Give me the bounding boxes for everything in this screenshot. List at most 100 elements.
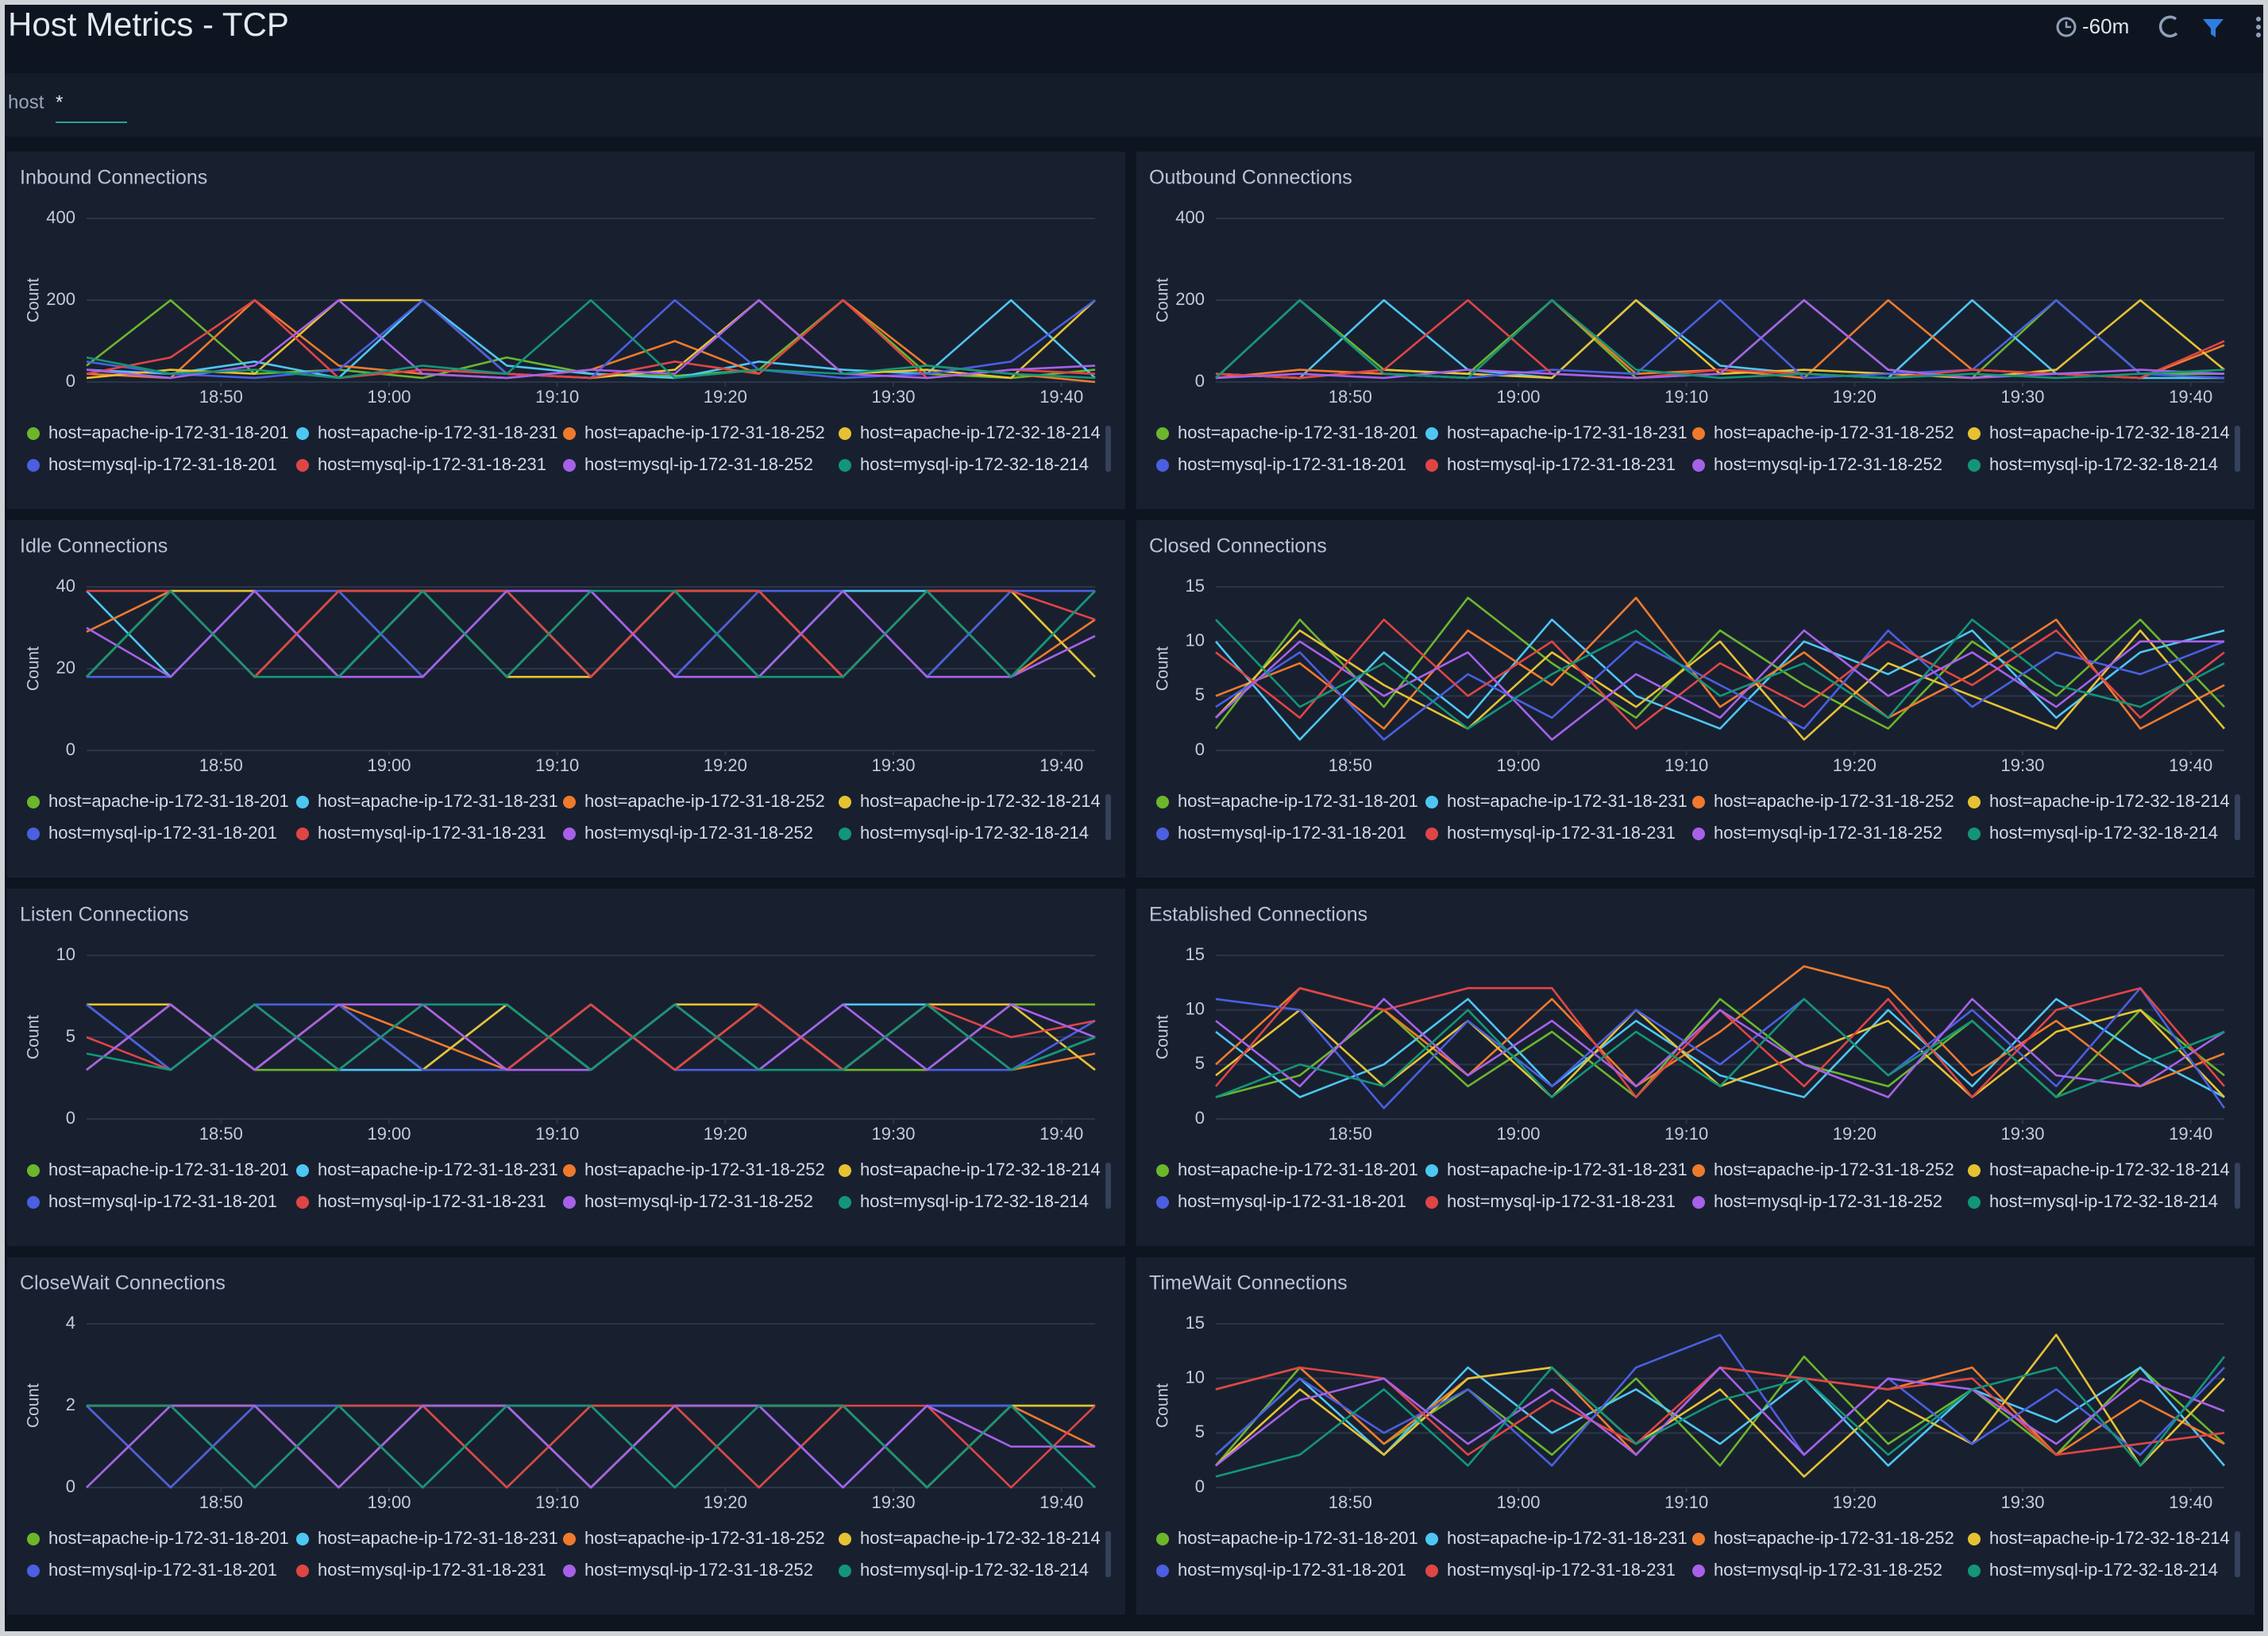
legend-item[interactable]: host=mysql-ip-172-31-18-252	[1692, 823, 1942, 843]
panel-title: Listen Connections	[20, 904, 189, 926]
legend-item[interactable]: host=apache-ip-172-32-18-214	[1968, 791, 2230, 811]
legend-label: host=mysql-ip-172-32-18-214	[1989, 454, 2218, 474]
legend-item[interactable]: host=mysql-ip-172-32-18-214	[839, 1560, 1089, 1580]
legend-item[interactable]: host=apache-ip-172-32-18-214	[839, 791, 1101, 811]
legend-item[interactable]: host=mysql-ip-172-31-18-252	[563, 1560, 813, 1580]
legend-item[interactable]: host=apache-ip-172-31-18-231	[296, 1528, 558, 1548]
legend-item[interactable]: host=apache-ip-172-31-18-231	[296, 423, 558, 442]
legend-swatch	[839, 1196, 851, 1209]
legend-item[interactable]: host=mysql-ip-172-31-18-231	[1425, 454, 1676, 474]
y-tick-label: 20	[56, 658, 75, 677]
series-line	[1215, 1356, 2226, 1478]
legend-item[interactable]: host=apache-ip-172-31-18-201	[1156, 1159, 1418, 1179]
legend-item[interactable]: host=apache-ip-172-31-18-252	[1692, 1528, 1954, 1548]
legend-item[interactable]: host=apache-ip-172-31-18-252	[563, 423, 825, 442]
panel-title: TimeWait Connections	[1149, 1272, 1348, 1295]
legend-label: host=mysql-ip-172-31-18-252	[1714, 454, 1942, 474]
legend-item[interactable]: host=apache-ip-172-31-18-201	[27, 423, 289, 442]
legend-item[interactable]: host=apache-ip-172-31-18-201	[27, 1528, 289, 1548]
panel-title: Outbound Connections	[1149, 167, 1352, 189]
legend-item[interactable]: host=apache-ip-172-31-18-201	[1156, 791, 1418, 811]
legend-item[interactable]: host=mysql-ip-172-31-18-201	[27, 454, 277, 474]
legend-label: host=mysql-ip-172-32-18-214	[860, 454, 1089, 474]
y-tick-label: 0	[66, 1476, 75, 1496]
x-tick-label: 19:10	[535, 755, 579, 775]
legend-item[interactable]: host=mysql-ip-172-31-18-201	[1156, 823, 1406, 843]
legend-item[interactable]: host=apache-ip-172-31-18-252	[1692, 1159, 1954, 1179]
legend-item[interactable]: host=apache-ip-172-31-18-252	[563, 1159, 825, 1179]
legend-item[interactable]: host=apache-ip-172-31-18-201	[1156, 1528, 1418, 1548]
legend-item[interactable]: host=mysql-ip-172-31-18-252	[563, 454, 813, 474]
refresh-icon[interactable]	[2158, 15, 2178, 38]
legend-item[interactable]: host=mysql-ip-172-32-18-214	[839, 454, 1089, 474]
time-range-button[interactable]: -60m	[2056, 14, 2129, 38]
series-line	[1215, 618, 2225, 730]
legend-item[interactable]: host=apache-ip-172-31-18-231	[296, 1159, 558, 1179]
legend-item[interactable]: host=apache-ip-172-31-18-252	[1692, 791, 1954, 811]
legend-swatch	[1692, 1533, 1705, 1545]
legend-item[interactable]: host=mysql-ip-172-31-18-231	[296, 823, 546, 843]
filter-value[interactable]: *	[56, 91, 63, 113]
legend-item[interactable]: host=mysql-ip-172-32-18-214	[1968, 1560, 2218, 1580]
panel-title: Established Connections	[1149, 904, 1367, 926]
legend-item[interactable]: host=mysql-ip-172-31-18-252	[1692, 1560, 1942, 1580]
legend-item[interactable]: host=mysql-ip-172-31-18-252	[563, 823, 813, 843]
legend-item[interactable]: host=mysql-ip-172-31-18-231	[296, 454, 546, 474]
legend-item[interactable]: host=apache-ip-172-32-18-214	[1968, 1159, 2230, 1179]
y-axis-label: Count	[25, 1383, 43, 1428]
legend-item[interactable]: host=mysql-ip-172-32-18-214	[1968, 1191, 2218, 1211]
legend-item[interactable]: host=mysql-ip-172-31-18-201	[27, 823, 277, 843]
legend-item[interactable]: host=apache-ip-172-32-18-214	[839, 1528, 1101, 1548]
legend-swatch	[27, 427, 40, 440]
legend-item[interactable]: host=mysql-ip-172-32-18-214	[1968, 823, 2218, 843]
legend-item[interactable]: host=apache-ip-172-31-18-231	[1425, 1159, 1688, 1179]
legend-item[interactable]: host=mysql-ip-172-32-18-214	[839, 823, 1089, 843]
legend-item[interactable]: host=apache-ip-172-31-18-201	[1156, 423, 1418, 442]
legend-swatch	[563, 796, 576, 808]
legend-scrollbar	[2235, 426, 2240, 472]
legend-item[interactable]: host=mysql-ip-172-32-18-214	[839, 1191, 1089, 1211]
legend-label: host=apache-ip-172-31-18-252	[1714, 791, 1954, 811]
legend-item[interactable]: host=mysql-ip-172-31-18-231	[296, 1191, 546, 1211]
legend-item[interactable]: host=mysql-ip-172-31-18-201	[1156, 1560, 1406, 1580]
legend-item[interactable]: host=mysql-ip-172-31-18-201	[27, 1560, 277, 1580]
legend-item[interactable]: host=mysql-ip-172-31-18-201	[27, 1191, 277, 1211]
legend-item[interactable]: host=mysql-ip-172-31-18-252	[1692, 454, 1942, 474]
legend-item[interactable]: host=mysql-ip-172-31-18-252	[563, 1191, 813, 1211]
legend-label: host=apache-ip-172-31-18-252	[1714, 423, 1954, 442]
legend-item[interactable]: host=apache-ip-172-31-18-252	[563, 791, 825, 811]
legend-item[interactable]: host=mysql-ip-172-31-18-201	[1156, 454, 1406, 474]
y-tick-label: 2	[66, 1395, 75, 1414]
legend-swatch	[27, 796, 40, 808]
legend-item[interactable]: host=apache-ip-172-32-18-214	[1968, 423, 2230, 442]
x-tick-label: 18:50	[1329, 1124, 1372, 1144]
legend-item[interactable]: host=mysql-ip-172-31-18-231	[296, 1560, 546, 1580]
y-tick-label: 0	[66, 1108, 75, 1128]
legend-item[interactable]: host=apache-ip-172-31-18-231	[1425, 423, 1688, 442]
legend-item[interactable]: host=apache-ip-172-31-18-231	[296, 791, 558, 811]
legend-item[interactable]: host=apache-ip-172-32-18-214	[839, 1159, 1101, 1179]
legend-scrollbar	[1105, 426, 1111, 472]
legend-label: host=apache-ip-172-31-18-231	[1447, 1528, 1688, 1548]
legend-swatch	[1968, 1196, 1981, 1209]
legend-item[interactable]: host=apache-ip-172-31-18-252	[1692, 423, 1954, 442]
legend-item[interactable]: host=mysql-ip-172-31-18-231	[1425, 1191, 1676, 1211]
legend-item[interactable]: host=apache-ip-172-31-18-201	[27, 1159, 289, 1179]
legend-swatch	[563, 1565, 576, 1577]
legend-item[interactable]: host=mysql-ip-172-31-18-201	[1156, 1191, 1406, 1211]
legend-item[interactable]: host=mysql-ip-172-31-18-231	[1425, 1560, 1676, 1580]
legend-item[interactable]: host=mysql-ip-172-31-18-231	[1425, 823, 1676, 843]
legend-item[interactable]: host=apache-ip-172-32-18-214	[1968, 1528, 2230, 1548]
legend-item[interactable]: host=apache-ip-172-31-18-231	[1425, 791, 1688, 811]
legend-item[interactable]: host=mysql-ip-172-32-18-214	[1968, 454, 2218, 474]
legend-item[interactable]: host=apache-ip-172-31-18-231	[1425, 1528, 1688, 1548]
legend-swatch	[563, 828, 576, 840]
legend-item[interactable]: host=apache-ip-172-31-18-201	[27, 791, 289, 811]
filter-icon[interactable]	[2203, 19, 2224, 37]
more-menu[interactable]	[2256, 17, 2261, 37]
legend-item[interactable]: host=mysql-ip-172-31-18-252	[1692, 1191, 1942, 1211]
x-tick-label: 19:20	[1833, 1492, 1876, 1512]
legend-swatch	[1156, 459, 1169, 472]
legend-item[interactable]: host=apache-ip-172-31-18-252	[563, 1528, 825, 1548]
legend-item[interactable]: host=apache-ip-172-32-18-214	[839, 423, 1101, 442]
